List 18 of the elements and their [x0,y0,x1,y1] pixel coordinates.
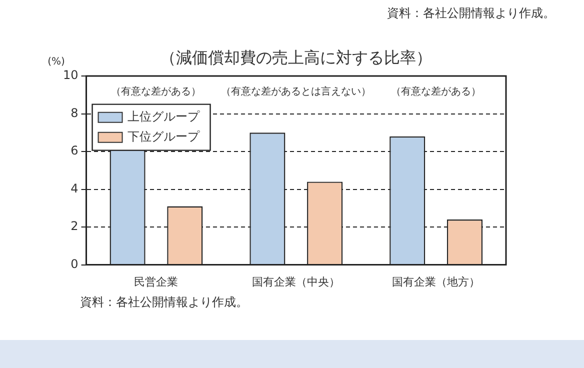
y-axis-title: (%) [48,56,66,68]
annotation: （有意な差がある） [111,86,202,98]
y-tick-label: 4 [70,181,78,196]
y-tick-label: 6 [70,144,78,158]
x-tick-label: 国有企業（地方） [392,275,480,288]
legend-label: 上位グループ [127,109,200,124]
text: 資料：各社公開情報より作成。 [387,6,555,20]
annotation: （有意な差がある） [391,86,482,98]
y-tick-label: 10 [62,68,78,82]
chart-title: （減価償却費の売上高に対する比率） [160,48,432,68]
x-tick-label: 民営企業 [134,275,178,288]
annotation: （有意な差があるとは言えない） [221,86,372,98]
legend-label: 下位グループ [127,129,200,144]
y-tick-label: 8 [70,106,78,120]
text: 資料：各社公開情報より作成。 [80,294,248,309]
y-tick-label: 0 [70,256,78,271]
y-tick-label: 2 [70,219,78,234]
x-tick-label: 国有企業（中央） [252,275,340,288]
